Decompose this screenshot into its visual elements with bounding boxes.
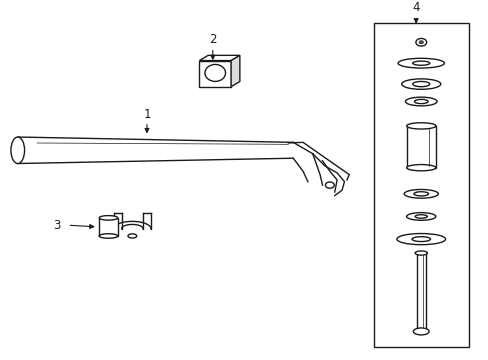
Ellipse shape <box>414 99 427 104</box>
Polygon shape <box>231 55 240 87</box>
Ellipse shape <box>325 182 333 188</box>
Ellipse shape <box>406 165 435 171</box>
Ellipse shape <box>412 81 429 87</box>
Text: 4: 4 <box>411 1 419 14</box>
Text: 3: 3 <box>53 219 60 232</box>
Ellipse shape <box>128 234 137 238</box>
Text: 2: 2 <box>209 33 216 46</box>
Ellipse shape <box>414 251 427 255</box>
Bar <box>199 60 231 87</box>
Ellipse shape <box>412 328 428 335</box>
Ellipse shape <box>401 79 440 89</box>
Text: 1: 1 <box>143 108 150 121</box>
Ellipse shape <box>415 39 426 46</box>
Ellipse shape <box>11 137 24 163</box>
Ellipse shape <box>418 41 423 44</box>
Bar <box>99 218 118 236</box>
Ellipse shape <box>406 123 435 129</box>
Ellipse shape <box>412 61 429 65</box>
Polygon shape <box>199 55 240 60</box>
Ellipse shape <box>204 64 225 81</box>
Ellipse shape <box>397 58 444 68</box>
Ellipse shape <box>99 216 118 220</box>
Ellipse shape <box>396 234 445 245</box>
Bar <box>406 126 435 168</box>
Ellipse shape <box>414 215 427 218</box>
Bar <box>373 23 468 347</box>
Bar <box>416 253 425 332</box>
Ellipse shape <box>413 192 427 196</box>
Ellipse shape <box>405 97 436 106</box>
Ellipse shape <box>99 234 118 238</box>
Ellipse shape <box>411 237 429 242</box>
Ellipse shape <box>404 189 437 198</box>
Ellipse shape <box>406 213 435 220</box>
